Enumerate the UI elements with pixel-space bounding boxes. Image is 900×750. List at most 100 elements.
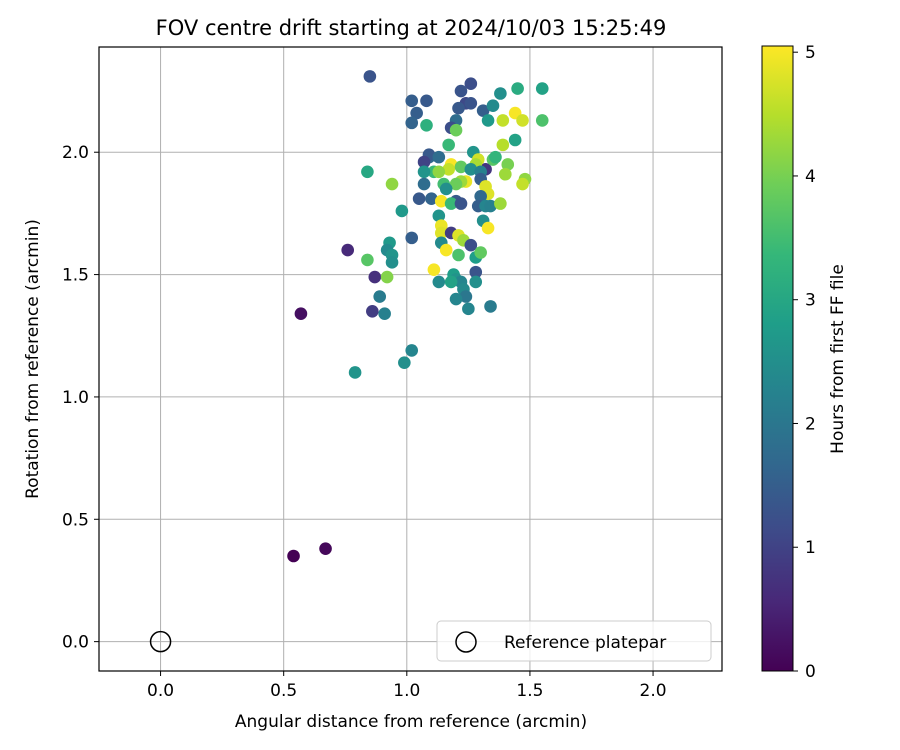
axes-frame (98, 46, 723, 672)
scatter-point (341, 243, 355, 257)
scatter-point (486, 99, 500, 113)
x-tick-label: 0.0 (147, 681, 174, 701)
scatter-point (501, 158, 515, 171)
colorbar-tick-label: 3 (805, 291, 816, 311)
scatter-point (417, 165, 431, 179)
scatter-point (464, 77, 478, 91)
scatter-point (373, 290, 387, 303)
scatter-point (535, 114, 549, 127)
scatter-point (361, 253, 374, 267)
scatter-point (454, 197, 468, 210)
scatter-point (442, 163, 455, 176)
scatter-point (449, 177, 463, 191)
scatter-point (469, 275, 483, 289)
scatter-point (439, 243, 453, 257)
scatter-point (432, 150, 446, 164)
scatter-point (462, 302, 475, 316)
y-tick-label: 1.0 (62, 388, 89, 408)
y-axis-label: Rotation from reference (arcmin) (23, 219, 43, 499)
scatter-point (412, 192, 426, 206)
x-tick-label: 1.0 (393, 681, 420, 701)
colorbar-tick-label: 2 (805, 414, 816, 434)
reference-marker (149, 630, 172, 653)
scatter-point (484, 199, 497, 213)
colorbar-gradient (761, 45, 794, 672)
scatter-point (464, 163, 478, 176)
scatter-point (434, 194, 448, 208)
scatter-point (287, 549, 300, 563)
scatter-point (385, 177, 399, 191)
y-axis-ticks: 0.0 0.5 1.0 1.5 2.0 (62, 143, 99, 653)
scatter-point (481, 221, 495, 235)
x-tick-label: 1.5 (516, 681, 543, 701)
y-tick-label: 2.0 (62, 143, 89, 163)
scatter-point (405, 94, 419, 108)
colorbar-tick-label: 0 (805, 662, 816, 682)
y-tick-label: 0.5 (62, 510, 89, 530)
scatter-point (427, 263, 441, 276)
scatter-point (444, 197, 458, 210)
scatter-point (464, 238, 478, 252)
legend-box (436, 620, 712, 662)
scatter-point (489, 150, 502, 164)
scatter-point (319, 542, 332, 555)
scatter-point (361, 165, 374, 179)
scatter-point (508, 133, 522, 147)
scatter-point (474, 246, 487, 259)
scatter-point (454, 160, 468, 174)
scatter-point (449, 292, 463, 306)
scatter-point (410, 106, 423, 120)
scatter-point (442, 138, 455, 152)
x-axis-ticks: 0.0 0.5 1.0 1.5 2.0 (147, 671, 667, 701)
scatter-point (511, 82, 524, 95)
scatter-point (405, 231, 419, 245)
scatter-point (398, 356, 411, 369)
scatter-point (454, 84, 468, 98)
grid-lines (99, 47, 722, 671)
scatter-point (476, 104, 490, 117)
reference-platepar-marker (149, 630, 172, 653)
scatter-point (469, 265, 483, 279)
scatter-point (405, 116, 419, 130)
legend-marker-reference (455, 631, 477, 653)
scatter-point (439, 182, 453, 196)
scatter-point (348, 366, 362, 379)
scatter-point (368, 270, 382, 284)
colorbar-label: Hours from first FF file (828, 264, 848, 454)
scatter-point (417, 155, 431, 169)
legend-entry-reference: Reference platepar (504, 633, 666, 653)
scatter-point (405, 344, 419, 357)
scatter-point (494, 87, 507, 100)
colorbar-ticks: 0 1 2 3 4 5 (793, 43, 816, 682)
scatter-point (380, 270, 394, 284)
scatter-point (420, 119, 433, 132)
scatter-point (496, 114, 510, 127)
scatter-point (378, 307, 391, 321)
scatter-point (395, 204, 409, 218)
scatter-point (516, 114, 529, 127)
colorbar-tick-label: 4 (805, 167, 816, 187)
scatter-point (420, 94, 433, 108)
chart-title: FOV centre drift starting at 2024/10/03 … (156, 16, 667, 40)
colorbar-tick-label: 5 (805, 43, 816, 63)
scatter-point (452, 248, 465, 262)
scatter-point (464, 96, 478, 110)
scatter-point (425, 192, 438, 206)
y-tick-label: 0.0 (62, 633, 89, 653)
scatter-point (432, 275, 446, 289)
scatter-point (432, 165, 446, 179)
scatter-point (484, 300, 497, 313)
scatter-point (449, 123, 463, 137)
scatter-point (496, 138, 510, 152)
scatter-point (494, 197, 507, 210)
scatter-point (459, 290, 473, 303)
colorbar: 0 1 2 3 4 5 Hours from first FF file (761, 43, 848, 682)
colorbar-tick-label: 1 (805, 538, 816, 558)
scatter-point (366, 304, 379, 318)
scatter-points (287, 70, 549, 563)
scatter-point (294, 307, 308, 321)
scatter-point (535, 82, 549, 95)
scatter-point (444, 275, 458, 289)
scatter-point (481, 114, 495, 127)
